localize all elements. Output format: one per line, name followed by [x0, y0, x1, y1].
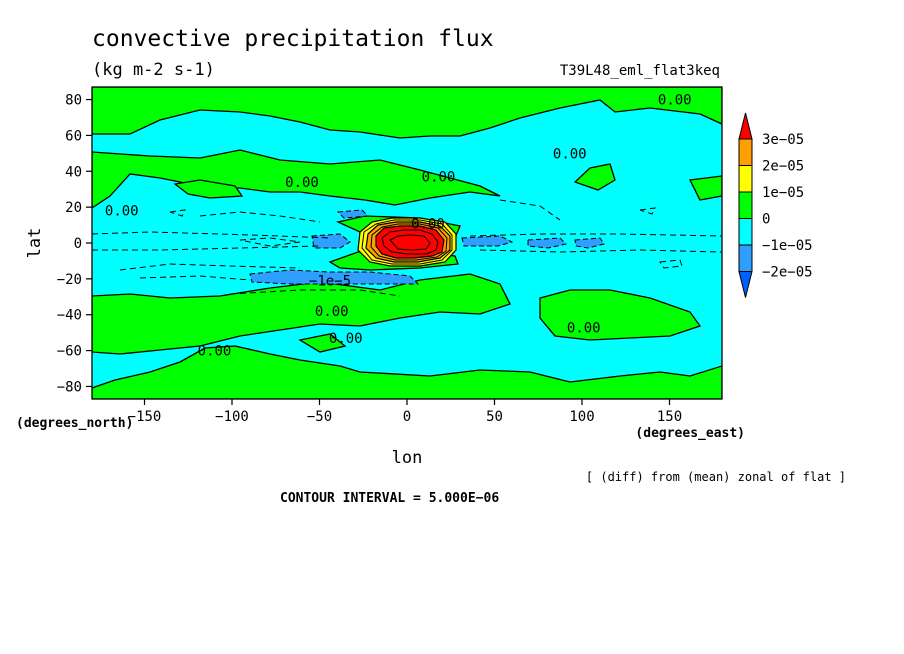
colorbar-swatch — [738, 244, 753, 272]
y-axis: −80 −60 −40 −20 0 20 40 60 80 — [57, 93, 92, 395]
x-axis: −150 −100 −50 0 50 100 150 — [128, 399, 682, 425]
colorbar-label: 1e−05 — [762, 185, 804, 201]
negative-patch-south — [249, 269, 420, 285]
colorbar: 3e−05 2e−05 1e−05 0 −1e−05 −2e−05 — [738, 112, 813, 298]
negative-patch-east-3 — [574, 237, 605, 249]
y-tick-label: 60 — [65, 128, 82, 144]
positive-region-mid-north — [92, 149, 501, 209]
x-tick-label: 100 — [569, 409, 594, 425]
contour-label: 0.00 — [658, 93, 692, 109]
colorbar-label: −1e−05 — [762, 238, 813, 254]
max-region-red — [375, 225, 445, 259]
y-units-label: (degrees_north) — [16, 416, 133, 431]
y-axis-label: lat — [25, 228, 45, 259]
x-tick-label: −150 — [128, 409, 162, 425]
contour-labels: 0.00 0.00 0.00 0.00 0.00 0.00 −1e−5 0.00 0.00 0.0… — [105, 93, 692, 360]
negative-patch-east-2 — [527, 237, 567, 249]
positive-region-arctic — [92, 87, 722, 139]
colorbar-swatch — [738, 218, 753, 246]
x-tick-label: −100 — [215, 409, 249, 425]
colorbar-swatch — [738, 138, 753, 166]
colorbar-swatch — [738, 165, 753, 193]
max-region-contour-lines — [361, 219, 453, 265]
y-tick-label: −20 — [57, 272, 82, 288]
contour-label: 0.00 — [422, 170, 456, 186]
x-tick-label: 0 — [403, 409, 411, 425]
y-tick-label: −80 — [57, 379, 82, 395]
contour-label: 0.00 — [329, 331, 363, 347]
y-tick-label: −40 — [57, 308, 82, 324]
contour-interval: CONTOUR INTERVAL = 5.000E−06 — [280, 491, 499, 506]
y-tick-label: −60 — [57, 344, 82, 360]
positive-region-south-band — [92, 273, 511, 355]
chart-units: (kg m-2 s-1) — [92, 60, 215, 80]
positive-region-antarctic — [92, 345, 722, 399]
contour-label: 0.00 — [285, 175, 319, 191]
y-tick-label: 0 — [74, 236, 82, 252]
negative-patch-north — [336, 209, 370, 219]
x-axis-label: lon — [392, 448, 423, 468]
contour-label: 0.00 — [315, 304, 349, 320]
colorbar-bottom-arrow — [738, 271, 753, 298]
plot-area: 0.00 0.00 0.00 0.00 0.00 0.00 −1e−5 0.00 0.00 0.0… — [92, 87, 722, 399]
contour-label: 0.00 — [567, 320, 601, 336]
positive-region-south-small — [298, 333, 347, 353]
dataset-label: T39L48_eml_flat3keq — [560, 63, 720, 79]
contour-label: −1e−5 — [309, 274, 351, 290]
contour-label: 0.00 — [411, 216, 445, 232]
colorbar-label: −2e−05 — [762, 265, 813, 281]
x-tick-label: 50 — [486, 409, 503, 425]
x-tick-label: −50 — [307, 409, 332, 425]
chart-title: convective precipitation flux — [92, 26, 494, 52]
negative-contours — [92, 199, 722, 297]
y-tick-label: 40 — [65, 164, 82, 180]
contour-label: 0.00 — [198, 344, 232, 360]
colorbar-swatch — [738, 191, 753, 219]
x-tick-label: 150 — [657, 409, 682, 425]
colorbar-label: 3e−05 — [762, 132, 804, 148]
positive-region-north-lobe — [173, 179, 244, 199]
positive-region-south-east — [539, 289, 702, 341]
colorbar-label: 2e−05 — [762, 159, 804, 175]
positive-region-far-east — [689, 175, 722, 201]
colorbar-top-arrow — [738, 112, 753, 140]
y-tick-label: 20 — [65, 200, 82, 216]
contour-label: 0.00 — [105, 204, 139, 220]
x-units-label: (degrees_east) — [635, 426, 745, 441]
contour-label: 0.00 — [553, 146, 587, 162]
footnote: [ (diff) from (mean) zonal of flat ] — [586, 470, 846, 484]
y-tick-label: 80 — [65, 93, 82, 109]
colorbar-label: 0 — [762, 212, 770, 228]
positive-region-east-north — [573, 163, 616, 191]
negative-patch-east-1 — [461, 235, 514, 247]
